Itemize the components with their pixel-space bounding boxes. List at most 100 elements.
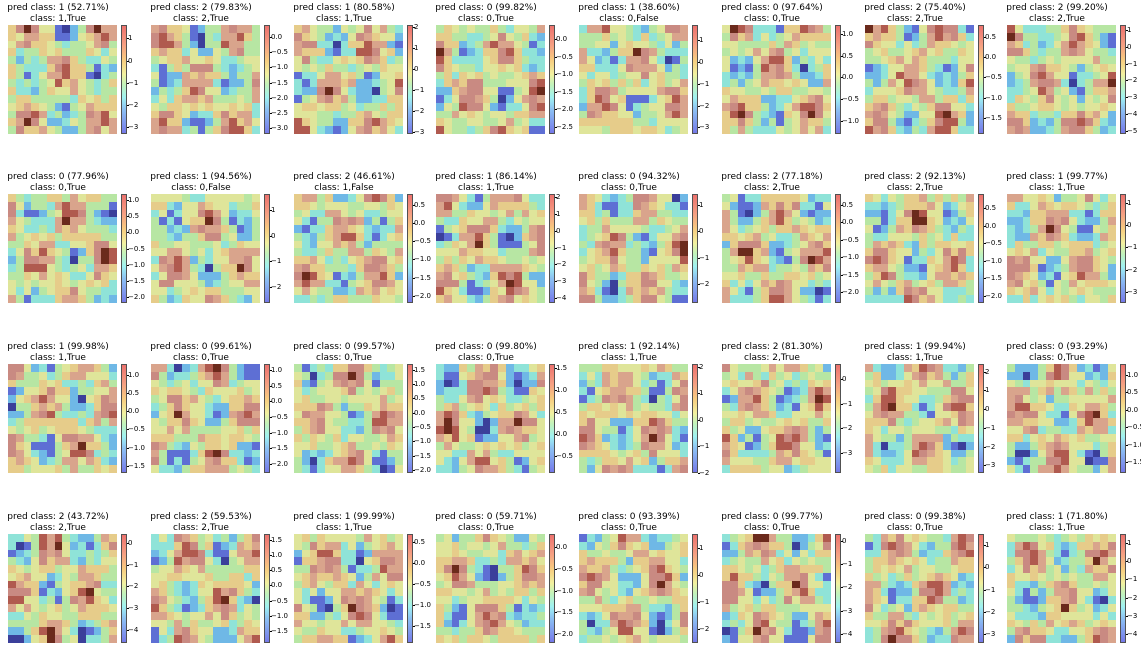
heatmap-cell xyxy=(896,209,904,218)
colorbar xyxy=(407,364,413,473)
heatmap-cell xyxy=(213,410,222,419)
heatmap-cell xyxy=(579,25,587,33)
heatmap-cell xyxy=(166,379,175,388)
heatmap-cell xyxy=(641,395,650,403)
heatmap-cell xyxy=(371,217,380,226)
heatmap-cell xyxy=(387,295,396,303)
heatmap-cell xyxy=(617,87,626,96)
heatmap-cell xyxy=(151,410,159,419)
colorbar-tick-label: −3 xyxy=(1126,288,1141,296)
heatmap-panel: pred class: 1 (99.98%) class: 1,True 1.0 0.… xyxy=(0,339,145,489)
heatmap-cell xyxy=(490,25,499,33)
heatmap-cell xyxy=(942,71,951,80)
heatmap-cell xyxy=(880,364,889,372)
heatmap-cell xyxy=(1100,441,1109,450)
colorbar-tick-label: 0.5 xyxy=(841,201,862,209)
heatmap-cell xyxy=(387,418,396,427)
heatmap-cell xyxy=(1053,457,1062,466)
heatmap-cell xyxy=(737,40,746,49)
heatmap-cell xyxy=(1053,201,1062,210)
colorbar-tick-label: 0.5 xyxy=(413,201,434,209)
heatmap-cell xyxy=(252,225,260,233)
colorbar-tick-label: −0.5 xyxy=(841,236,862,244)
heatmap-cell xyxy=(1053,465,1062,473)
heatmap-cell xyxy=(872,40,881,49)
heatmap-cell xyxy=(332,379,341,388)
heatmap-cell xyxy=(919,225,928,233)
heatmap-cell xyxy=(537,395,545,403)
heatmap-cell xyxy=(776,194,785,202)
colorbar-tick-label: 1.0 xyxy=(1126,371,1141,379)
heatmap-cell xyxy=(467,232,475,241)
heatmap-cell xyxy=(182,63,190,72)
heatmap-cell xyxy=(244,441,253,450)
heatmap-cell xyxy=(1100,40,1109,49)
heatmap-cell xyxy=(799,209,808,218)
heatmap-cell xyxy=(205,63,214,72)
heatmap-cell xyxy=(1092,256,1101,265)
heatmap-cell xyxy=(807,465,816,473)
heatmap-cell xyxy=(221,434,229,442)
heatmap-cell xyxy=(1077,395,1085,403)
heatmap-cell xyxy=(1007,371,1015,380)
heatmap-cell xyxy=(602,56,611,64)
heatmap-cell xyxy=(1092,271,1101,280)
heatmap-cell xyxy=(753,264,761,272)
heatmap-cell xyxy=(443,379,452,388)
heatmap-panel: pred class: 1 (52.71%) class: 1,True 1 0 −1−… xyxy=(0,0,142,150)
heatmap-cell xyxy=(872,48,881,57)
heatmap-cell xyxy=(753,118,761,127)
heatmap-cell xyxy=(722,371,730,380)
heatmap-cell xyxy=(799,56,808,64)
heatmap-cell xyxy=(1108,287,1116,296)
heatmap-cell xyxy=(197,256,206,265)
heatmap-cell xyxy=(54,364,63,372)
heatmap-cell xyxy=(1069,225,1078,233)
heatmap-cell xyxy=(93,118,102,127)
heatmap-cell xyxy=(896,441,904,450)
heatmap-cell xyxy=(23,465,32,473)
heatmap-image xyxy=(722,194,831,303)
heatmap-cell xyxy=(729,295,738,303)
heatmap-cell xyxy=(498,449,507,458)
heatmap-cell xyxy=(182,364,190,372)
heatmap-cell xyxy=(610,402,618,411)
heatmap-cell xyxy=(784,48,793,57)
heatmap-cell xyxy=(1014,295,1023,303)
heatmap-cell xyxy=(8,40,16,49)
heatmap-cell xyxy=(451,95,460,103)
heatmap-cell xyxy=(54,402,63,411)
heatmap-cell xyxy=(482,63,491,72)
heatmap-cell xyxy=(935,371,943,380)
heatmap-cell xyxy=(872,364,881,372)
heatmap-cell xyxy=(221,32,229,41)
heatmap-cell xyxy=(332,225,341,233)
heatmap-cell xyxy=(301,71,310,80)
heatmap-cell xyxy=(174,40,183,49)
heatmap-cell xyxy=(888,449,897,458)
colorbar-tick-label: −1.0 xyxy=(841,253,862,261)
heatmap-cell xyxy=(317,264,326,272)
heatmap-cell xyxy=(633,418,642,427)
heatmap-cell xyxy=(1077,95,1085,103)
heatmap-cell xyxy=(745,371,754,380)
heatmap-cell xyxy=(966,295,974,303)
heatmap-cell xyxy=(244,287,253,296)
heatmap-cell xyxy=(966,264,974,272)
heatmap-cell xyxy=(436,248,444,257)
heatmap-cell xyxy=(340,56,349,64)
heatmap-cell xyxy=(896,364,904,372)
heatmap-cell xyxy=(792,225,800,233)
heatmap-cell xyxy=(459,79,468,88)
heatmap-cell xyxy=(753,71,761,80)
heatmap-cell xyxy=(244,465,253,473)
heatmap-cell xyxy=(1007,379,1015,388)
heatmap-cell xyxy=(325,110,333,119)
heatmap-cell xyxy=(340,364,349,372)
heatmap-cell xyxy=(815,287,824,296)
heatmap-cell xyxy=(625,287,634,296)
heatmap-cell xyxy=(1038,79,1046,88)
heatmap-cell xyxy=(625,364,634,372)
heatmap-cell xyxy=(872,102,881,111)
heatmap-cell xyxy=(625,194,634,202)
